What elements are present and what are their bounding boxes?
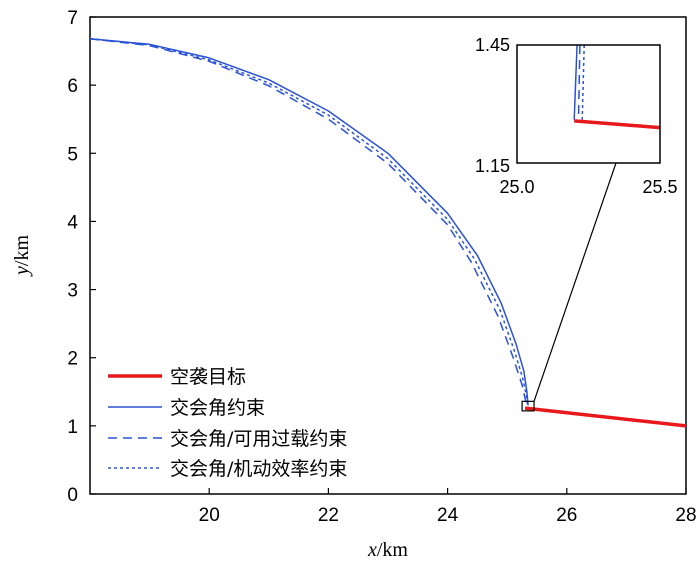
series-overload-line (89, 38, 528, 406)
inset-xtick-left: 25.0 (499, 177, 534, 197)
series-target-line (524, 406, 687, 428)
y-axis-ticks: 0 1 2 3 4 5 6 7 (67, 8, 96, 506)
legend-label-overload: 交会角/可用过载约束 (170, 428, 347, 450)
inset-frame (516, 44, 661, 164)
y-tick-label: 5 (67, 144, 78, 165)
x-tick-label: 26 (556, 505, 577, 526)
inset-ytick-bottom: 1.15 (475, 156, 510, 176)
inset-series-overload-line (577, 44, 581, 120)
inset-series-angle-line (573, 44, 578, 120)
inset-background (517, 45, 660, 163)
zoom-region-box (521, 400, 535, 412)
y-tick-label: 4 (67, 212, 78, 233)
y-tick-label: 2 (67, 349, 78, 370)
x-tick-label: 20 (199, 505, 220, 526)
y-tick-label: 6 (67, 76, 78, 97)
y-tick-label: 3 (67, 281, 78, 302)
inset-ytick-top: 1.45 (475, 35, 510, 55)
y-tick-label: 7 (67, 8, 78, 29)
x-tick-label: 22 (318, 505, 339, 526)
y-tick-label: 1 (67, 417, 78, 438)
series-angle-line (89, 38, 529, 406)
inset-series-efficiency-line (581, 44, 585, 120)
zoom-connector-line (533, 162, 617, 402)
legend-label-angle: 交会角约束 (170, 397, 265, 419)
x-axis-ticks: 20 22 24 26 28 (199, 488, 697, 526)
x-tick-label: 28 (675, 505, 696, 526)
main-series-group (89, 38, 687, 428)
y-axis-label: y/km (11, 235, 33, 277)
y-tick-label: 0 (67, 485, 78, 506)
series-efficiency-line (89, 38, 529, 406)
legend: 空袭目标 交会角约束 交会角/可用过载约束 交会角/机动效率约束 (108, 366, 347, 480)
legend-label-target: 空袭目标 (170, 366, 246, 388)
plot-frame (89, 16, 687, 495)
legend-label-efficiency: 交会角/机动效率约束 (170, 458, 347, 480)
x-tick-label: 24 (437, 505, 459, 526)
x-axis-label: x/km (367, 539, 408, 561)
inset-series-target-line (574, 119, 661, 130)
inset-xtick-right: 25.5 (642, 177, 677, 197)
inset-series-group (573, 44, 661, 130)
